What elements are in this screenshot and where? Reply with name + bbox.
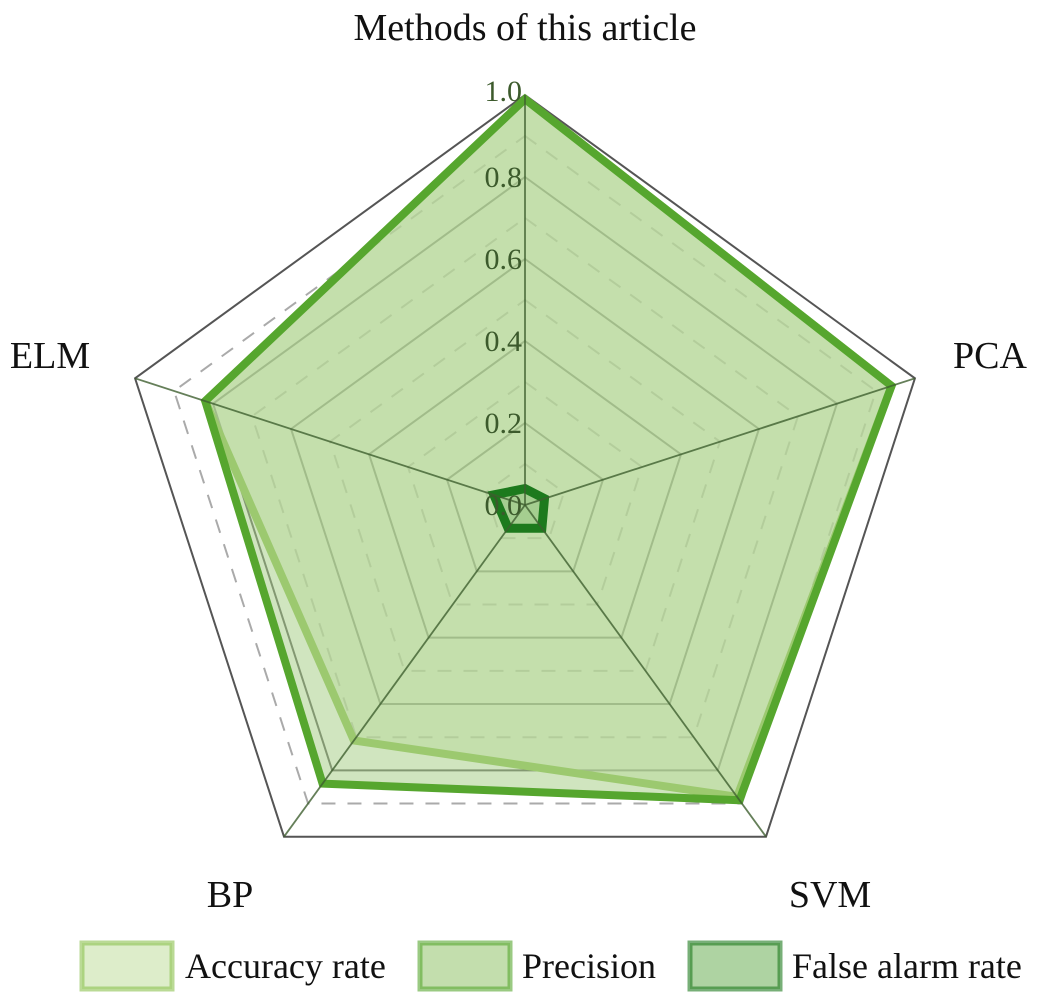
tick-label: 1.0 [485, 75, 523, 108]
axis-label: SVM [789, 874, 871, 916]
legend-swatch [417, 940, 513, 992]
tick-label: 0.6 [485, 243, 523, 276]
legend-label: Precision [522, 946, 656, 986]
legend-label: Accuracy rate [185, 946, 386, 986]
grid-ring [133, 93, 917, 838]
series-layer [200, 93, 897, 805]
legend: Accuracy rate Precision False alarm rate [79, 940, 1022, 992]
spoke [134, 377, 526, 506]
spoke [524, 377, 916, 506]
axis-labels: Methods of this article PCA SVM BP ELM [10, 7, 1028, 916]
spokes [134, 95, 916, 838]
tick-label: 0.8 [485, 161, 523, 194]
axis-label: Methods of this article [354, 7, 697, 49]
axis-label: PCA [953, 335, 1027, 377]
axis-label: ELM [10, 335, 90, 377]
tick-label: 0.2 [485, 407, 523, 440]
legend-label: False alarm rate [792, 946, 1022, 986]
spoke [524, 504, 767, 838]
tick-label: 0.4 [485, 325, 523, 358]
grid-ring [172, 134, 878, 805]
legend-swatch [687, 940, 783, 992]
series-precision [200, 93, 897, 805]
axis-label: BP [207, 874, 253, 916]
legend-swatch [79, 940, 175, 992]
tick-labels: 0.0 0.2 0.4 0.6 0.8 1.0 [485, 75, 523, 522]
tick-label: 0.0 [485, 489, 523, 522]
spoke [283, 504, 526, 838]
